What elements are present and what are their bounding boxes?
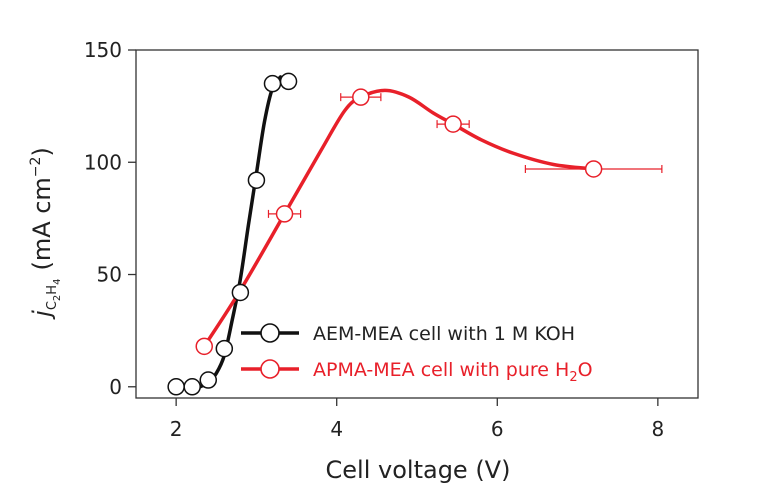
y-axis-sub-h: H — [45, 285, 60, 295]
data-point-apma — [275, 205, 294, 223]
data-point-aem — [215, 339, 234, 358]
x-axis-title: Cell voltage (V) — [326, 456, 511, 484]
x-tick-label: 8 — [651, 417, 664, 441]
axis-ticks: 2 4 6 8 0 50 100 150 — [84, 38, 664, 441]
y-axis-units-close: ) — [28, 147, 56, 156]
y-axis-symbol: j — [28, 310, 56, 320]
data-point-apma — [195, 337, 213, 356]
y-tick-label: 100 — [84, 150, 122, 174]
data-point-aem — [231, 283, 250, 302]
legend-label-apma-tail: O — [578, 359, 593, 381]
y-axis-sub-4: 4 — [52, 279, 63, 285]
plot-frame — [135, 49, 699, 399]
data-point-aem — [183, 378, 201, 396]
data-point-aem — [167, 378, 185, 396]
legend-label-apma-main: APMA-MEA cell with pure H — [313, 359, 569, 381]
legend-label-aem: AEM-MEA cell with 1 M KOH — [313, 323, 575, 345]
data-point-apma — [584, 160, 603, 178]
x-tick-label: 4 — [330, 417, 343, 441]
legend-marker-apma — [260, 359, 280, 379]
y-axis-units-sup: −2 — [28, 157, 44, 178]
x-tick-label: 2 — [170, 417, 183, 441]
legend-label-apma-sub: 2 — [569, 370, 577, 385]
data-markers — [167, 72, 603, 396]
data-point-apma — [444, 115, 462, 133]
legend-label-apma: APMA-MEA cell with pure H2O — [313, 359, 593, 385]
data-point-aem — [199, 371, 218, 389]
y-axis-units: (mA cm — [28, 177, 56, 270]
y-tick-label: 150 — [84, 38, 122, 62]
y-tick-label: 0 — [109, 375, 122, 399]
data-point-apma — [352, 88, 370, 106]
data-point-aem — [263, 74, 282, 93]
x-tick-label: 6 — [491, 417, 504, 441]
y-axis-sub-2: 2 — [52, 295, 63, 301]
y-axis-sub-c: C — [45, 301, 60, 310]
error-bars — [199, 93, 663, 351]
svg-text:jC2H4(mA cm−2): jC2H4 (mA cm−2) — [28, 147, 63, 320]
y-axis-title: jC2H4 (mA cm−2) — [28, 147, 63, 320]
y-tick-label: 50 — [97, 263, 122, 287]
legend-marker-aem — [260, 323, 280, 343]
legend: AEM-MEA cell with 1 M KOH APMA-MEA cell … — [241, 323, 593, 385]
data-point-aem — [279, 72, 298, 91]
data-point-aem — [247, 171, 266, 189]
